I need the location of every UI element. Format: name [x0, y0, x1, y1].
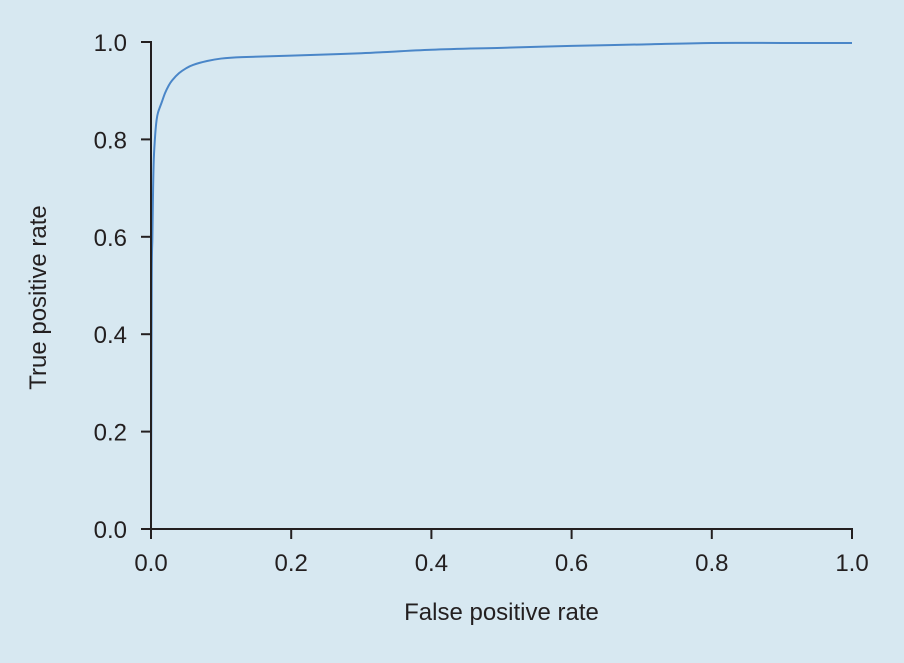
y-axis-title: True positive rate [25, 205, 52, 390]
roc-curve-line [150, 41, 852, 530]
y-tick-label: 0.2 [94, 420, 127, 447]
axes [150, 41, 853, 530]
ticks: 0.0 0.2 0.4 0.6 0.8 1.0 0.0 0.2 0.4 0.6 0.8 1.0 [94, 30, 869, 577]
x-tick-label: 0.2 [275, 550, 308, 577]
plot-area [150, 41, 852, 530]
x-tick-label: 0.8 [695, 550, 728, 577]
y-tick-label: 1.0 [94, 30, 127, 57]
x-tick-label: 0.6 [555, 550, 588, 577]
y-tick-label: 0.4 [94, 322, 127, 349]
x-tick-label: 1.0 [835, 550, 868, 577]
y-tick-label: 0.6 [94, 225, 127, 252]
x-tick-label: 0.0 [134, 550, 167, 577]
y-tick-label: 0.0 [94, 517, 127, 544]
x-axis-title: False positive rate [404, 599, 599, 626]
x-tick-label: 0.4 [415, 550, 448, 577]
y-tick-label: 0.8 [94, 127, 127, 154]
